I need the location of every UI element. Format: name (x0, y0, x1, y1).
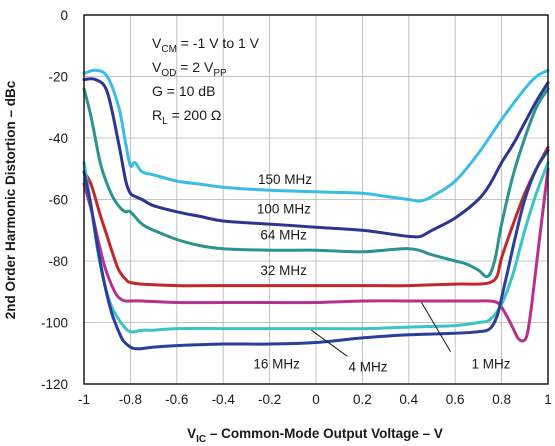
series-curves (82, 68, 550, 351)
leader-line-1-mhz (421, 302, 451, 352)
conditions-box: VCM = -1 V to 1 V VOD = 2 VPP G = 10 dB … (152, 35, 260, 127)
x-tick-labels: -1 -0.8 -0.6 -0.4 -0.2 0 0.2 0.4 0.6 0.8 1 (78, 392, 552, 407)
label-32-mhz: 32 MHz (260, 263, 307, 278)
y-tick-label: 0 (60, 8, 68, 23)
x-axis-title: VIC – Common-Mode Output Voltage – V (187, 426, 443, 445)
x-tick-label: 0.4 (399, 392, 418, 407)
series-line-1-mhz (82, 167, 550, 343)
y-tick-label: -60 (48, 193, 68, 208)
label-1-mhz: 1 MHz (471, 357, 510, 372)
x-tick-label: -0.8 (119, 392, 142, 407)
x-tick-label: 0.8 (492, 392, 511, 407)
y-tick-label: -40 (48, 131, 68, 146)
series-line-16-mhz (82, 148, 550, 351)
series-line-100-mhz (82, 77, 550, 239)
condition-vod: VOD = 2 VPP (152, 59, 227, 79)
label-150-mhz: 150 MHz (258, 172, 312, 187)
y-tick-labels: 0 -20 -40 -60 -80 -100 -120 (41, 8, 68, 392)
condition-gain: G = 10 dB (152, 83, 215, 99)
y-axis-title: 2nd Order Harmonic Distortion – dBc (3, 80, 18, 319)
y-tick-label: -80 (48, 254, 68, 269)
x-tick-label: 0 (312, 392, 320, 407)
label-100-mhz: 100 MHz (257, 201, 311, 216)
x-tick-label: 0.2 (353, 392, 372, 407)
y-tick-label: -100 (41, 316, 68, 331)
series-line-64-mhz (82, 87, 550, 279)
series-line-32-mhz (82, 145, 550, 288)
label-4-mhz: 4 MHz (348, 360, 387, 375)
label-leader-lines (311, 302, 451, 357)
x-tick-label: 0.6 (446, 392, 465, 407)
condition-rl: RL = 200 Ω (152, 107, 221, 127)
y-tick-label: -120 (41, 377, 68, 392)
plot-frame (83, 14, 549, 385)
x-tick-label: -1 (78, 392, 90, 407)
label-16-mhz: 16 MHz (253, 357, 300, 372)
x-tick-label: 1 (544, 392, 552, 407)
x-tick-label: -0.4 (212, 392, 236, 407)
x-tick-label: -0.6 (165, 392, 188, 407)
series-line-150-mhz (82, 68, 550, 203)
curve-labels: 150 MHz 100 MHz 64 MHz 32 MHz 16 MHz 4 MHz 1 M… (253, 172, 510, 375)
x-tick-label: -0.2 (258, 392, 281, 407)
y-tick-label: -20 (48, 70, 68, 85)
leader-line-4-mhz (311, 329, 348, 357)
condition-vcm: VCM = -1 V to 1 V (152, 35, 260, 55)
label-64-mhz: 64 MHz (260, 227, 307, 242)
